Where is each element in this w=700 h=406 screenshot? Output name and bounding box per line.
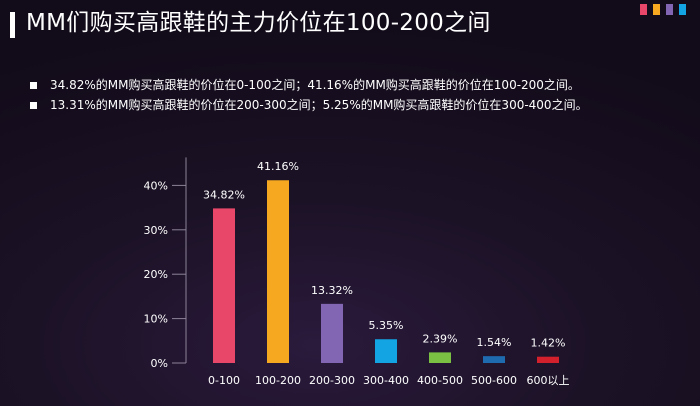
x-tick-label: 0-100 <box>208 374 240 387</box>
summary-text: 13.31%的MM购买高跟鞋的价位在200-300之间；5.25%的MM购买高跟… <box>50 98 588 112</box>
bullet-square-icon <box>30 101 37 109</box>
x-tick-label: 500-600 <box>471 374 517 387</box>
bar <box>321 303 343 363</box>
bar <box>375 339 397 363</box>
bar-value-label: 1.54% <box>477 336 512 349</box>
x-tick-label: 300-400 <box>363 374 409 387</box>
swatch-3 <box>666 4 673 15</box>
x-tick-label: 200-300 <box>309 374 355 387</box>
swatch-2 <box>653 4 660 15</box>
bar-value-label: 5.35% <box>369 319 404 332</box>
bar <box>537 356 559 363</box>
y-tick-label: 0% <box>151 357 168 370</box>
bullet-square-icon <box>30 81 37 89</box>
y-tick-label: 40% <box>144 179 168 192</box>
bar-value-label: 2.39% <box>423 332 458 345</box>
swatch-1 <box>640 4 647 15</box>
color-swatches <box>640 4 686 15</box>
y-tick-label: 20% <box>144 268 168 281</box>
x-tick-label: 100-200 <box>255 374 301 387</box>
bar <box>429 352 451 363</box>
bar-value-label: 41.16% <box>257 160 299 173</box>
title-accent-bar <box>10 12 15 38</box>
summary-text: 34.82%的MM购买高跟鞋的价位在0-100之间；41.16%的MM购买高跟鞋… <box>50 78 580 92</box>
x-tick-label: 600以上 <box>527 374 570 387</box>
bar <box>483 356 505 363</box>
summary-list: 34.82%的MM购买高跟鞋的价位在0-100之间；41.16%的MM购买高跟鞋… <box>30 75 588 115</box>
bar <box>267 180 289 363</box>
swatch-4 <box>679 4 686 15</box>
y-tick-label: 10% <box>144 313 168 326</box>
x-tick-label: 400-500 <box>417 374 463 387</box>
bar <box>213 208 235 363</box>
bar-value-label: 13.32% <box>311 284 353 297</box>
bar-value-label: 1.42% <box>531 337 566 350</box>
page-title: MM们购买高跟鞋的主力价位在100-200之间 <box>26 10 491 36</box>
summary-item: 34.82%的MM购买高跟鞋的价位在0-100之间；41.16%的MM购买高跟鞋… <box>30 75 588 95</box>
bar-value-label: 34.82% <box>203 188 245 201</box>
y-tick-label: 30% <box>144 224 168 237</box>
summary-item: 13.31%的MM购买高跟鞋的价位在200-300之间；5.25%的MM购买高跟… <box>30 95 588 115</box>
